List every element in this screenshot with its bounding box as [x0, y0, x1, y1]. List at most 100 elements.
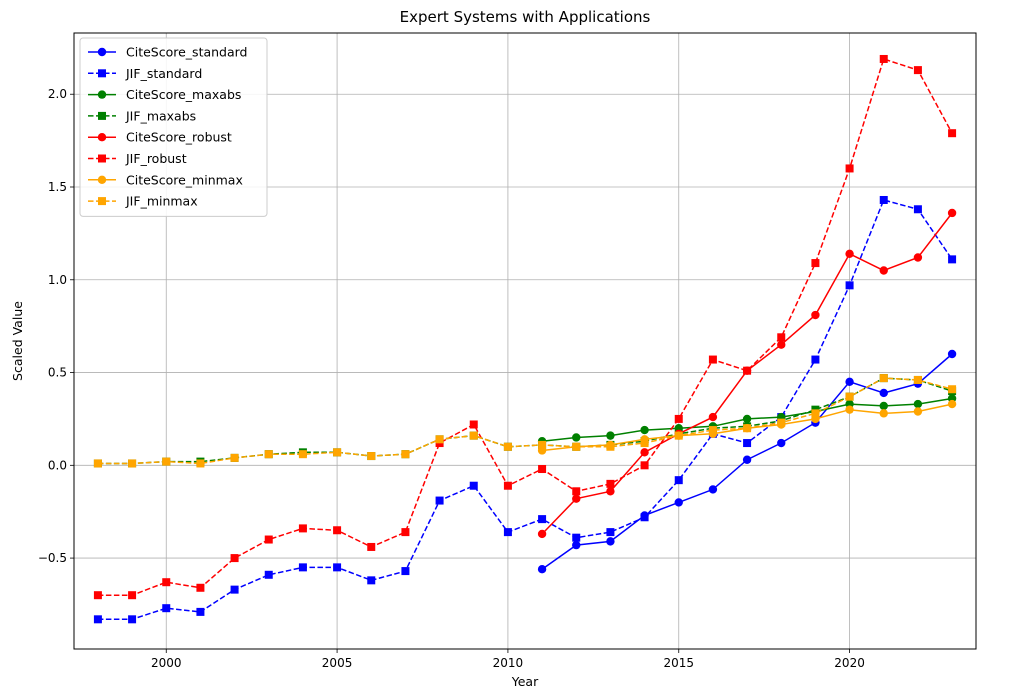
series-line [97, 377, 953, 465]
legend-item: JIF_standard [88, 66, 202, 81]
x-tick-label: 2010 [493, 656, 524, 670]
data-point [93, 591, 102, 600]
data-point [469, 481, 478, 490]
data-point [298, 524, 307, 533]
data-point [708, 355, 717, 364]
data-point [537, 565, 547, 574]
data-point [264, 450, 273, 459]
data-point [401, 528, 410, 537]
legend-marker [98, 69, 106, 78]
data-point [742, 455, 752, 464]
legend-item: CiteScore_minmax [88, 172, 243, 187]
data-point [708, 485, 718, 494]
data-point [845, 405, 854, 414]
data-point [777, 418, 786, 427]
y-axis-label: Scaled Value [10, 301, 25, 381]
data-point [572, 533, 581, 542]
data-point [948, 129, 957, 138]
data-point [503, 442, 512, 451]
data-point [93, 459, 102, 468]
x-tick-label: 2020 [834, 656, 865, 670]
data-point [606, 431, 615, 440]
data-point [640, 439, 649, 448]
data-point [367, 542, 376, 551]
data-point [777, 340, 786, 349]
data-point [913, 407, 923, 416]
data-point [811, 409, 820, 418]
data-point [537, 529, 547, 539]
data-point [93, 615, 102, 624]
data-point [640, 513, 649, 522]
data-point [196, 607, 205, 616]
data-point [128, 615, 137, 624]
data-point [538, 440, 547, 449]
series-lines [93, 54, 957, 624]
data-point [128, 459, 137, 468]
data-point [367, 576, 376, 585]
data-point [538, 465, 547, 474]
data-point [503, 481, 512, 490]
data-point [947, 208, 957, 218]
data-point [743, 424, 752, 433]
series-line [97, 58, 953, 596]
data-point [948, 255, 957, 264]
data-point [230, 585, 239, 594]
legend-box [79, 37, 268, 217]
data-point [572, 487, 581, 496]
legend-label: JIF_standard [125, 66, 202, 81]
data-point [435, 435, 444, 444]
data-point [947, 349, 957, 359]
data-point [845, 392, 854, 401]
legend-marker [97, 47, 107, 57]
legend-marker [97, 133, 107, 142]
legend-item: JIF_maxabs [88, 108, 196, 123]
data-point [674, 476, 683, 485]
data-point [196, 459, 205, 468]
legend-item: JIF_robust [88, 151, 187, 166]
data-point [333, 526, 342, 535]
data-point [879, 409, 888, 418]
data-point [572, 433, 581, 442]
series-jif-maxabs [93, 374, 957, 468]
data-point [811, 310, 820, 320]
data-point [606, 442, 615, 451]
y-tick-label: 1.5 [48, 180, 67, 194]
data-point [913, 66, 922, 75]
y-tick-label: 0.5 [48, 366, 67, 380]
data-point [742, 414, 752, 424]
data-point [503, 528, 512, 537]
data-point [298, 450, 307, 459]
data-point [674, 431, 683, 440]
data-point [879, 388, 888, 398]
data-point [845, 164, 854, 173]
data-point [264, 570, 273, 579]
legend: CiteScore_standard JIF_standard CiteScore_… [79, 37, 268, 217]
data-point [606, 479, 615, 488]
data-point [606, 537, 615, 546]
data-point [913, 253, 923, 262]
legend-label: CiteScore_maxabs [126, 87, 241, 102]
data-point [538, 515, 547, 524]
data-point [879, 266, 888, 275]
data-point [743, 439, 752, 448]
series-line [97, 377, 953, 465]
data-point [469, 420, 478, 429]
data-point [674, 414, 683, 423]
y-tick-label: 2.0 [48, 87, 67, 101]
data-point [230, 554, 239, 563]
data-point [230, 453, 239, 462]
legend-label: CiteScore_standard [126, 45, 248, 60]
y-tick-label: 1.0 [48, 273, 67, 287]
data-point [708, 412, 718, 422]
data-point [811, 259, 820, 268]
data-point [435, 496, 444, 505]
data-point [333, 448, 342, 457]
x-tick-label: 2005 [322, 656, 353, 670]
plot-area-frame [73, 32, 977, 650]
data-point [913, 399, 923, 409]
legend-marker [98, 197, 106, 206]
legend-marker [97, 175, 107, 184]
series-citescore-standard [537, 349, 957, 574]
series-line [97, 199, 953, 621]
data-point [947, 399, 957, 409]
